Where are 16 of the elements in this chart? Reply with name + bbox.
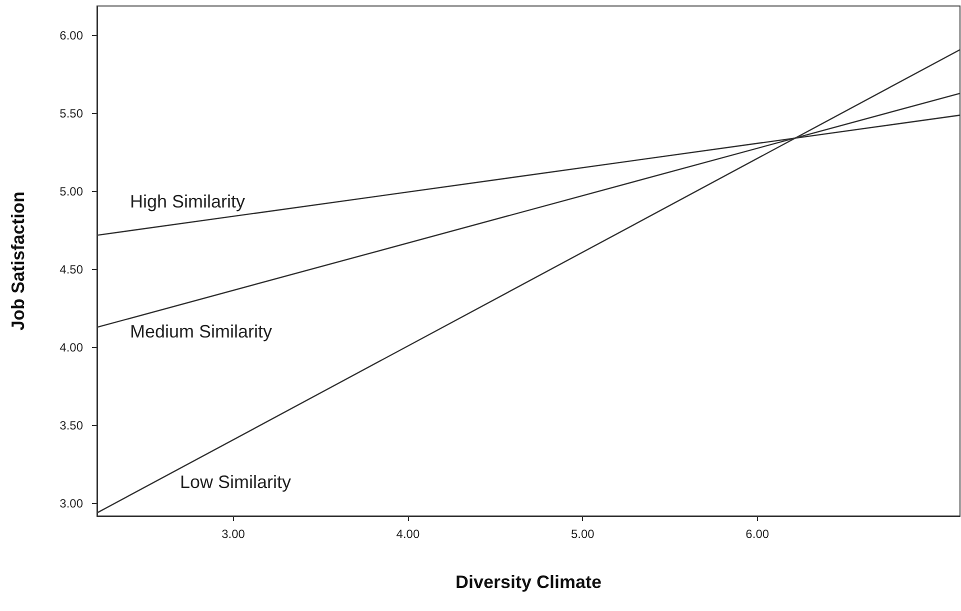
y-tick-label: 4.50 bbox=[60, 262, 84, 277]
x-tick-label: 3.00 bbox=[222, 527, 246, 541]
x-tick-label: 4.00 bbox=[396, 527, 420, 541]
y-tick-label: 6.00 bbox=[60, 28, 84, 43]
y-tick-label: 5.00 bbox=[60, 184, 84, 199]
y-tick-label: 3.50 bbox=[60, 418, 84, 433]
x-tick-label: 6.00 bbox=[746, 527, 770, 541]
y-tick-label: 4.00 bbox=[60, 340, 84, 355]
series-label: Low Similarity bbox=[180, 472, 292, 492]
x-tick-label: 5.00 bbox=[570, 527, 595, 541]
series-label: High Similarity bbox=[130, 191, 246, 212]
y-axis-title: Job Satisfaction bbox=[8, 191, 28, 331]
y-tick-label: 3.00 bbox=[60, 496, 84, 511]
y-tick-label: 5.50 bbox=[60, 106, 84, 121]
series-label: Medium Similarity bbox=[130, 321, 272, 342]
x-axis-title: Diversity Climate bbox=[455, 572, 602, 592]
